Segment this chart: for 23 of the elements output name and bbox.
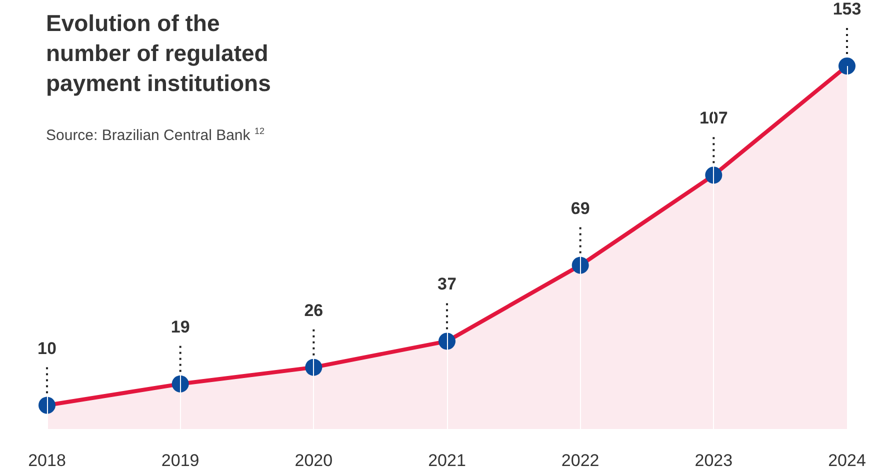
point	[838, 58, 856, 74]
data-label: 19	[170, 317, 190, 336]
data-label: 26	[304, 300, 324, 320]
x-tick-label: 2022	[561, 451, 600, 470]
data-label: 69	[570, 198, 590, 218]
x-tick-label: 2020	[294, 451, 333, 470]
x-tick-label: 2021	[428, 451, 466, 470]
x-tick-label: 2019	[161, 451, 200, 470]
data-label: 107	[699, 108, 728, 128]
point	[305, 358, 322, 376]
x-tick-label: 2018	[28, 451, 66, 470]
point	[38, 396, 56, 414]
point	[438, 332, 456, 350]
x-tick-label: 2024	[828, 451, 866, 470]
data-label: 10	[38, 338, 56, 358]
point	[172, 375, 189, 392]
point	[705, 166, 722, 184]
point	[572, 256, 589, 274]
data-label: 37	[438, 274, 456, 294]
chart-title: Evolution of the number of regulated payment institutions	[46, 9, 271, 98]
annotation: Source: Brazilian Central Bank $^{12}$	[46, 126, 264, 144]
data-label: 153	[832, 0, 862, 18]
x-tick-label: 2023	[694, 451, 733, 470]
